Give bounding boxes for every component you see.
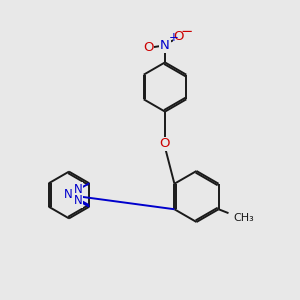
Text: O: O: [143, 41, 154, 54]
Text: CH₃: CH₃: [234, 213, 254, 223]
Text: −: −: [181, 24, 193, 39]
Text: O: O: [173, 30, 184, 43]
Text: N: N: [74, 183, 83, 196]
Text: +: +: [169, 31, 178, 44]
Text: N: N: [64, 188, 73, 202]
Text: N: N: [160, 39, 170, 52]
Text: N: N: [74, 194, 83, 207]
Text: O: O: [160, 137, 170, 150]
